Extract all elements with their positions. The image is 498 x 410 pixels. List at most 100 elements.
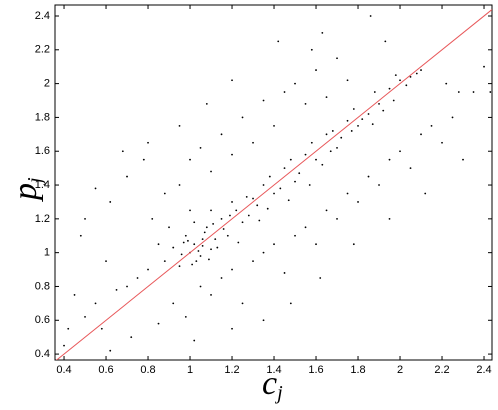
point [178,124,181,127]
point [268,175,271,178]
point [241,221,244,224]
y-tick-label: 2.4 [35,10,50,22]
x-tick-label: 1.2 [224,364,239,376]
point [172,246,175,249]
y-tick-label: 0.8 [35,280,50,292]
point [388,158,391,161]
point [283,272,286,274]
point [214,238,217,241]
point [199,146,202,149]
point [315,69,317,71]
point [304,102,307,105]
point [121,150,124,153]
point [182,241,185,244]
point [346,79,349,82]
point [336,57,338,60]
x-label-sub: j [274,382,283,404]
point [367,113,370,115]
x-label-main: c [262,365,277,402]
y-label-main: p [7,183,44,202]
point [226,234,229,237]
point [193,243,196,246]
point [205,226,208,229]
point [201,238,204,241]
point [193,339,196,342]
point [361,118,364,121]
point [201,244,204,247]
point [197,250,200,252]
y-label-sub: j [24,177,46,186]
point [329,150,332,153]
y-tick-label: 1.6 [35,145,50,157]
x-tick-label: 1.4 [266,364,281,376]
point [394,74,397,77]
point [262,251,265,254]
point [126,175,128,178]
x-tick-label: 0.6 [98,364,113,376]
point [451,116,454,119]
point [262,319,265,322]
point [399,150,401,153]
point [369,15,372,17]
point [304,226,307,229]
point [231,153,233,156]
point [100,327,103,330]
point [310,48,313,51]
point [489,91,492,93]
point [168,226,170,229]
y-tick-label: 0.4 [35,348,50,360]
point [325,133,328,136]
point [210,170,212,173]
point [273,124,275,127]
point [289,302,292,305]
point [352,243,355,246]
point [258,219,261,222]
point [172,302,175,305]
point [319,277,322,279]
point [346,192,349,195]
point [184,315,187,318]
point [424,192,427,195]
y-tick-label: 1.2 [35,213,50,225]
point [163,192,166,195]
point [199,285,202,288]
point [231,79,233,82]
point [205,102,208,105]
point [294,234,296,237]
point [420,133,422,136]
y-axis-label: pj [7,177,46,202]
point [273,243,275,246]
point [346,119,349,122]
point [94,187,97,190]
x-tick-label: 0.4 [56,364,71,376]
point [325,209,328,212]
x-tick-label: 1.6 [308,364,323,376]
point [457,91,460,93]
point [231,201,233,203]
point [235,209,238,212]
point [294,82,296,85]
point [405,84,408,87]
point [371,123,374,126]
point [237,241,240,244]
point [336,146,338,149]
point [157,243,160,246]
y-tick-label: 1.4 [35,179,50,191]
point [220,277,223,279]
point [266,207,269,210]
x-tick-label: 1 [187,364,193,376]
x-tick-label: 0.8 [140,364,155,376]
point [178,265,181,268]
point [392,99,395,102]
point [151,217,154,220]
point [287,199,290,202]
point [388,87,391,90]
point [84,315,86,318]
point [157,322,160,325]
point [373,91,376,93]
x-tick-label: 1.8 [350,364,365,376]
point [109,201,112,203]
point [409,167,412,170]
point [252,260,254,263]
point [193,221,196,224]
